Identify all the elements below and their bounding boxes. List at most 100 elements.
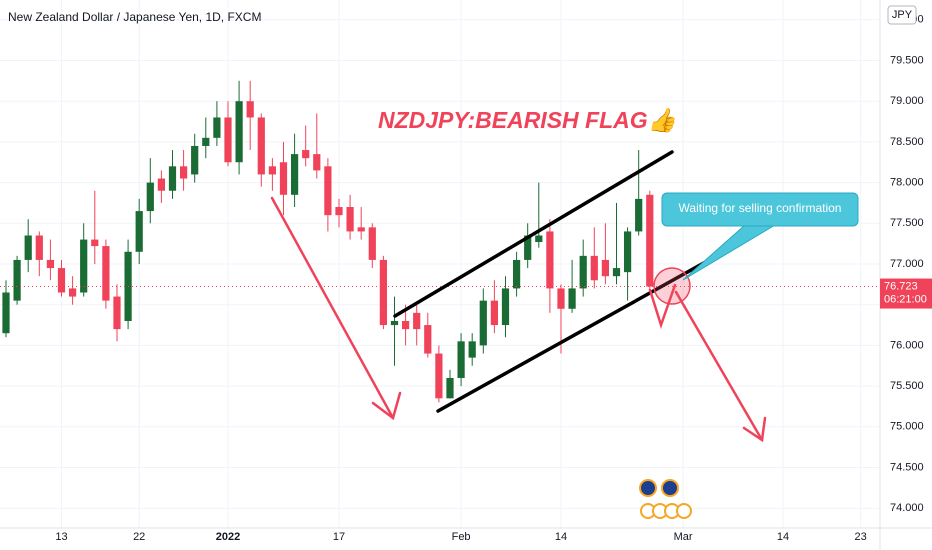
x-tick-label: 2022 [216,531,240,543]
drawings [270,150,859,443]
candle-body [524,235,532,260]
candle-body [501,288,510,326]
candle-body [568,288,576,309]
x-tick-label: Feb [452,531,471,543]
last-price-label: 76.723 [884,280,918,292]
candle-body [424,325,432,354]
candle-body [102,246,110,301]
arrow-v [648,283,677,329]
candle-body [646,194,654,287]
x-tick-label: Mar [674,531,693,543]
candle-body [357,227,365,232]
candle-body [157,178,165,191]
candle-body [457,341,465,378]
candle-body [535,235,543,243]
candle-body [579,255,587,289]
arrow-head [742,416,767,443]
axes: 74.00074.50075.00075.50076.00076.50077.0… [55,14,932,543]
y-tick-label: 79.500 [890,54,924,66]
arrow-head [371,391,402,421]
candle-body [302,150,310,159]
candle-body [557,288,565,309]
last-price-tag [880,278,932,309]
candle-body [601,259,609,277]
candle-body [546,231,554,289]
candle-body [91,239,99,247]
x-tick-label: 13 [55,531,67,543]
candle-body [623,231,632,273]
x-tick-label: 14 [555,531,567,543]
x-tick-label: 23 [855,531,867,543]
candle-body [146,182,154,212]
countdown-label: 06:21:00 [884,293,927,305]
candle-body [13,259,21,301]
candle-body [368,227,376,260]
y-tick-label: 76.000 [890,339,924,351]
candle-body [202,137,210,146]
candle-body [46,259,55,269]
candle-body [257,117,265,175]
candle-body [612,268,621,277]
candle-body [290,154,299,195]
candle-body [512,259,521,289]
candle-body [213,117,221,138]
candle-body [2,292,10,334]
candle-body [57,268,66,293]
candle-body [24,235,32,260]
annotation: NZDJPY:BEARISH FLAG👍 [378,107,680,134]
x-tick-label: 14 [777,531,789,543]
candle-body [401,320,410,330]
currency-button[interactable] [887,5,917,25]
y-tick-label: 78.500 [890,136,924,148]
candle-body [135,211,143,252]
candle-body [113,296,121,330]
y-tick-label: 75.000 [890,421,924,433]
arrow [674,290,764,442]
flag-icon [639,479,657,497]
y-tick-label: 77.000 [890,258,924,270]
callout-box [661,192,859,227]
candles [0,80,880,403]
candle-body [35,235,43,260]
candle-body [224,117,232,163]
chart-title: New Zealand Dollar / Japanese Yen, 1D, F… [8,10,261,24]
y-tick-label: 74.000 [890,502,924,514]
highlight-circle [653,267,691,305]
x-tick-label: 17 [333,531,345,543]
y-tick-label: 79.000 [890,95,924,107]
arrow [270,196,395,420]
candle-body [279,162,288,195]
y-tick-label: 75.500 [890,380,924,392]
candle-body [313,154,321,171]
flag-icon [661,479,679,497]
candle-body [191,145,199,175]
event-icons [639,479,692,519]
candle-body [246,101,254,118]
x-tick-label: 22 [133,531,145,543]
candle-body [335,207,343,216]
candle-body [635,198,643,232]
candle-body [590,255,598,281]
candle-body [468,341,476,358]
candle-body [68,288,77,297]
event-icon [676,503,692,519]
currency-label[interactable]: JPY [892,9,913,21]
candle-body [235,101,243,163]
candle-body [413,312,421,330]
channel-lower [436,248,729,413]
candle-body [268,166,276,175]
candle-body [324,166,332,216]
candle-body [435,353,443,399]
callout-text: Waiting for selling confirmation [679,201,842,215]
y-tick-label: 78.000 [890,177,924,189]
candle-body [390,320,399,326]
candle-body [446,377,454,399]
candle-body [490,300,498,326]
y-tick-label: 74.500 [890,461,924,473]
channel-upper [393,150,674,318]
candle-body [80,239,88,293]
candle-body [346,207,354,232]
y-tick-label: 77.500 [890,217,924,229]
candle-body [179,166,188,179]
